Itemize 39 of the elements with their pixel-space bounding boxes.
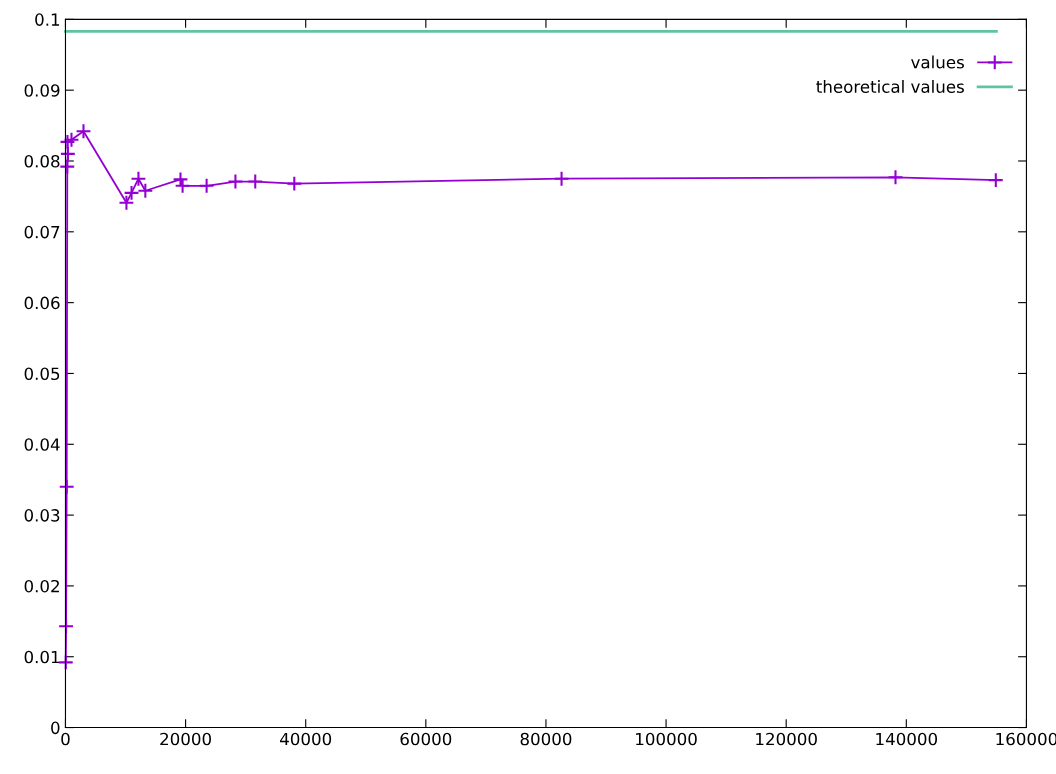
point xyxy=(58,618,75,635)
y-tick-label: 0.1 xyxy=(35,13,60,26)
x-tick-label: 60000 xyxy=(400,732,452,746)
y-tick-label: 0 xyxy=(51,721,60,735)
point xyxy=(247,173,264,190)
point xyxy=(75,123,92,140)
point xyxy=(174,177,191,194)
x-tick-label: 20000 xyxy=(160,732,211,746)
x-tick-label: 80000 xyxy=(520,732,572,746)
y-tick-label: 0.02 xyxy=(24,579,59,593)
y-tick-label: 0.06 xyxy=(24,296,60,310)
x-tick-label: 40000 xyxy=(280,732,332,746)
point xyxy=(59,133,76,150)
point xyxy=(227,173,244,190)
point xyxy=(57,654,74,671)
point xyxy=(286,175,303,192)
point xyxy=(63,131,80,148)
y-tick-label: 0.07 xyxy=(24,225,60,239)
point xyxy=(58,478,75,495)
point xyxy=(887,169,904,186)
y-tick-label: 0.03 xyxy=(24,509,60,522)
legend-label: theoretical values xyxy=(816,80,964,93)
point xyxy=(553,170,570,187)
x-tick-label: 120000 xyxy=(756,732,817,746)
x-tick-label: 0 xyxy=(61,732,70,746)
point xyxy=(59,158,76,175)
y-tick-label: 0.04 xyxy=(24,438,60,451)
x-tick-label: 140000 xyxy=(876,732,938,746)
y-tick-label: 0.09 xyxy=(24,84,60,97)
point xyxy=(198,177,215,194)
point xyxy=(172,171,189,188)
point xyxy=(137,182,154,199)
legend-label: values xyxy=(911,55,964,69)
point xyxy=(987,172,1004,189)
y-tick-label: 0.08 xyxy=(24,154,60,168)
y-tick-label: 0.05 xyxy=(24,367,60,381)
point xyxy=(130,170,147,187)
x-tick-label: 100000 xyxy=(636,732,697,746)
y-tick-label: 0.01 xyxy=(24,650,60,664)
